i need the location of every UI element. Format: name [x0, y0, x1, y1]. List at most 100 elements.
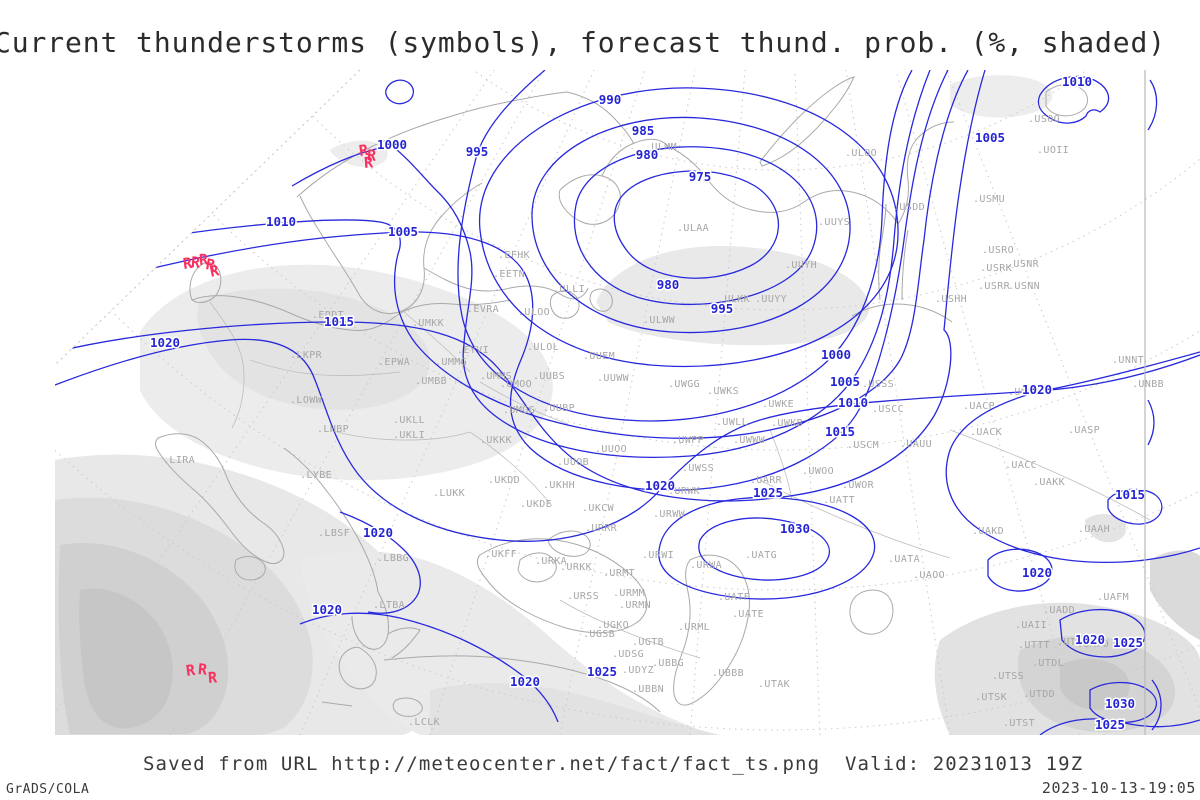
- station-label-UWWW: .UWWW: [733, 435, 766, 446]
- station-label-ULAA: .ULAA: [677, 223, 709, 234]
- station-label-EDDT: .EDDT: [312, 310, 344, 321]
- station-label-EETN: .EETN: [493, 269, 525, 280]
- thunderstorm-symbol: R: [358, 141, 370, 160]
- footer-valid-time: Valid: 20231013 19Z: [845, 753, 1083, 775]
- station-label-UAAH: .UAAH: [1078, 524, 1110, 535]
- station-label-UTDD: .UTDD: [1023, 689, 1055, 700]
- isobar-label-980: 980: [657, 277, 680, 292]
- graticule-grid: [55, 70, 1200, 735]
- station-label-ULOO: .ULOO: [845, 148, 877, 159]
- isobar-1005: [55, 70, 949, 491]
- station-label-LIRA: .LIRA: [163, 455, 195, 466]
- isobar-1020-se: [945, 351, 1200, 564]
- station-label-URMN: .URMN: [619, 600, 651, 611]
- station-label-USHH: .USHH: [935, 294, 967, 305]
- station-label-USCC: .USCC: [872, 404, 904, 415]
- station-label-UACC: .UACC: [1005, 460, 1037, 471]
- isobar-label-1015: 1015: [324, 314, 354, 329]
- station-label-UACP: .UACP: [963, 401, 995, 412]
- station-label-USRK: .USRK: [980, 263, 1012, 274]
- station-label-UMBB: .UMBB: [415, 376, 447, 387]
- station-label-UKKK: .UKKK: [480, 435, 512, 446]
- station-label-USDD: .USDD: [893, 202, 925, 213]
- station-label-UNOO: .UNOO: [1008, 387, 1040, 398]
- station-label-URWK: .URWK: [668, 486, 700, 497]
- station-label-UARR: .UARR: [750, 475, 783, 486]
- isobar-label-1025: 1025: [1095, 717, 1125, 732]
- station-label-UACK: .UACK: [970, 427, 1002, 438]
- isobar-1015: [55, 70, 986, 502]
- isobar-label-995: 995: [711, 301, 734, 316]
- isobar-label-1020: 1020: [1022, 565, 1052, 580]
- thunderstorm-symbol: R: [197, 660, 209, 679]
- station-label-UUWW: .UUWW: [597, 373, 630, 384]
- isobar-label-1020: 1020: [150, 335, 180, 350]
- station-label-UTSS: .UTSS: [992, 671, 1024, 682]
- probability-shading: [55, 75, 1200, 735]
- station-label-UBBB: .UBBB: [712, 668, 744, 679]
- station-label-UTST: .UTST: [1003, 718, 1035, 729]
- coastlines: [155, 76, 1151, 717]
- station-label-UBBN: .UBBN: [632, 684, 664, 695]
- station-label-EFHK: .EFHK: [498, 250, 530, 261]
- station-label-UKHH: .UKHH: [543, 480, 575, 491]
- isobar-1010-ne-loop: [1037, 75, 1110, 124]
- station-label-URWW: .URWW: [653, 509, 686, 520]
- isobar-lines: [55, 70, 1200, 735]
- station-label-UWOO: .UWOO: [802, 466, 834, 477]
- station-label-LBSF: .LBSF: [318, 528, 350, 539]
- isobar-1015-se-loop: [1107, 488, 1163, 525]
- station-label-URRR: .URRR: [585, 523, 618, 534]
- station-label-UKLI: .UKLI: [393, 430, 425, 441]
- station-label-URML: .URML: [678, 622, 710, 633]
- station-label-LCLK: .LCLK: [408, 717, 440, 728]
- station-label-UUOO: .UUOO: [595, 444, 627, 455]
- isobar-1030-high: [698, 517, 830, 581]
- station-label-UDSG: .UDSG: [612, 649, 644, 660]
- isobar-label-1020: 1020: [1075, 632, 1105, 647]
- station-label-LUKK: .LUKK: [433, 488, 465, 499]
- station-label-ULOL: .ULOL: [527, 342, 559, 353]
- station-label-USSS: .USSS: [862, 379, 894, 390]
- station-label-URMM: .URMM: [613, 588, 645, 599]
- station-label-UMGG: .UMGG: [503, 405, 535, 416]
- thunderstorm-symbol: R: [185, 661, 197, 680]
- thunderstorm-symbol: R: [363, 153, 374, 172]
- station-label-UUBS: .UUBS: [533, 371, 565, 382]
- station-label-UWGG: .UWGG: [668, 379, 700, 390]
- isobar-label-1020: 1020: [1022, 382, 1052, 397]
- station-label-UADD: .UADD: [1043, 605, 1075, 616]
- isobar-label-1020: 1020: [312, 602, 342, 617]
- station-label-UGTB: .UGTB: [632, 637, 664, 648]
- isobar-985: [531, 116, 851, 334]
- station-label-UMOO: .UMOO: [500, 379, 532, 390]
- station-label-URKK: .URKK: [560, 562, 592, 573]
- station-label-ULKK: .ULKK: [718, 294, 750, 305]
- station-label-USNR: .USNR: [1007, 259, 1040, 270]
- station-label-UTKN: .UTKN: [1057, 637, 1089, 648]
- station-label-UTAK: .UTAK: [758, 679, 790, 690]
- isobar-label-1030: 1030: [780, 521, 810, 536]
- station-label-UBBG: .UBBG: [652, 658, 684, 669]
- map-area: .EFHK .EETN .EVRA .ULOO .ULLI .ULMM .ULAA .ULOO…: [55, 70, 1200, 735]
- station-label-UWPP: .UWPP: [672, 435, 704, 446]
- station-label-UKLL: .UKLL: [393, 415, 425, 426]
- isobar-1020-se-loop1: [987, 548, 1053, 592]
- station-label-UMMG: .UMMG: [435, 357, 467, 368]
- station-label-UASP: .UASP: [1068, 425, 1100, 436]
- station-label-UUYY: .UUYY: [755, 294, 787, 305]
- station-label-EYVI: .EYVI: [457, 345, 489, 356]
- station-label-USCM: .USCM: [847, 440, 879, 451]
- station-labels: .EFHK .EETN .EVRA .ULOO .ULLI .ULMM .ULAA .ULOO…: [163, 114, 1164, 729]
- station-label-UTSK: .UTSK: [975, 692, 1007, 703]
- isobar-label-985: 985: [632, 123, 655, 138]
- station-label-UWLL: .UWLL: [716, 417, 748, 428]
- isobar-995: [457, 70, 913, 422]
- isobar-labels: 975 980 980 985 990 995 995 1000 1000 1005 1005 100…: [148, 73, 1146, 734]
- thunderstorm-symbol: R: [182, 254, 194, 273]
- isobar-1025-high: [658, 496, 876, 600]
- station-label-UATE: .UATE: [732, 609, 764, 620]
- isobar-1000-loop: [385, 79, 415, 105]
